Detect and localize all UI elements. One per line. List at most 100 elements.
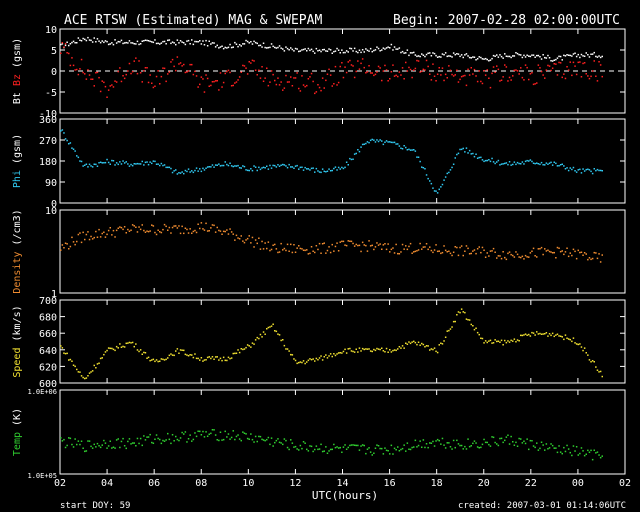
y-tick-label: 1.0E+05 [27, 472, 57, 480]
data-point [133, 225, 135, 227]
data-point [377, 244, 380, 246]
data-point [243, 43, 246, 45]
data-point [237, 349, 239, 351]
data-point [88, 39, 91, 41]
data-point [532, 332, 535, 334]
data-point [334, 354, 337, 357]
data-point [280, 242, 282, 245]
data-point [475, 442, 477, 444]
data-point [202, 40, 204, 42]
data-point [250, 346, 252, 348]
data-point [558, 61, 560, 64]
data-point [170, 232, 172, 234]
data-point [333, 50, 335, 53]
data-point [446, 172, 448, 175]
data-point [337, 81, 340, 84]
data-point [93, 37, 95, 39]
data-point [349, 444, 351, 447]
data-point [419, 160, 421, 163]
data-point [523, 258, 525, 260]
data-point [536, 82, 538, 84]
data-point [61, 347, 64, 349]
data-point [583, 55, 586, 57]
data-point [331, 243, 333, 246]
data-point [275, 166, 278, 168]
data-point [90, 445, 92, 448]
data-point [106, 447, 108, 449]
data-point [163, 440, 166, 442]
data-point [186, 170, 188, 173]
data-point [551, 252, 554, 254]
data-point [467, 247, 469, 250]
data-point [430, 442, 433, 444]
data-point [159, 164, 161, 167]
data-point [401, 67, 404, 69]
data-point [397, 143, 399, 145]
data-point [144, 161, 147, 164]
data-point [210, 357, 212, 360]
data-point [282, 443, 284, 446]
data-point [87, 166, 89, 168]
data-point [163, 223, 166, 226]
data-point [516, 70, 519, 72]
data-point [497, 444, 500, 447]
data-point [285, 74, 287, 77]
data-point [312, 358, 314, 360]
y-tick-label: -5 [45, 88, 57, 99]
data-point [476, 331, 479, 334]
data-point [413, 251, 415, 253]
data-point [237, 45, 239, 48]
data-point [173, 42, 175, 44]
data-point [473, 56, 476, 58]
data-point [294, 165, 297, 167]
data-point [528, 333, 530, 336]
data-point [243, 348, 246, 350]
data-point [275, 248, 278, 250]
data-point [331, 355, 333, 358]
data-point [513, 55, 516, 57]
data-point [149, 40, 151, 43]
data-point [195, 167, 198, 169]
data-point [507, 340, 509, 342]
data-point [84, 377, 86, 380]
data-point [425, 443, 428, 445]
data-point [123, 445, 126, 447]
data-point [242, 165, 244, 167]
data-point [550, 251, 552, 253]
data-point [160, 358, 163, 360]
x-tick-label: 22 [525, 478, 537, 489]
data-point [143, 40, 145, 42]
data-point [596, 168, 599, 171]
data-point [433, 52, 436, 55]
data-point [421, 53, 423, 55]
data-point [60, 437, 62, 439]
data-point [572, 445, 575, 447]
data-point [371, 50, 373, 53]
data-point [460, 444, 463, 447]
data-point [598, 253, 600, 255]
data-point [433, 75, 436, 77]
data-point [392, 49, 394, 51]
data-point [505, 162, 508, 164]
data-point [591, 70, 594, 72]
data-point [157, 437, 159, 440]
data-point [226, 229, 228, 231]
data-point [104, 85, 107, 88]
data-point [119, 161, 121, 163]
data-point [460, 148, 463, 151]
data-point [366, 141, 369, 143]
data-point [591, 53, 594, 55]
data-point [409, 149, 412, 151]
data-point [112, 43, 115, 46]
data-point [298, 168, 300, 170]
data-point [278, 251, 281, 253]
data-point [441, 183, 444, 186]
data-point [80, 58, 83, 61]
data-point [283, 344, 286, 347]
data-point [191, 39, 193, 41]
data-point [189, 63, 191, 66]
data-point [152, 86, 155, 89]
data-point [339, 52, 341, 54]
data-point [452, 251, 455, 253]
data-point [71, 236, 73, 239]
